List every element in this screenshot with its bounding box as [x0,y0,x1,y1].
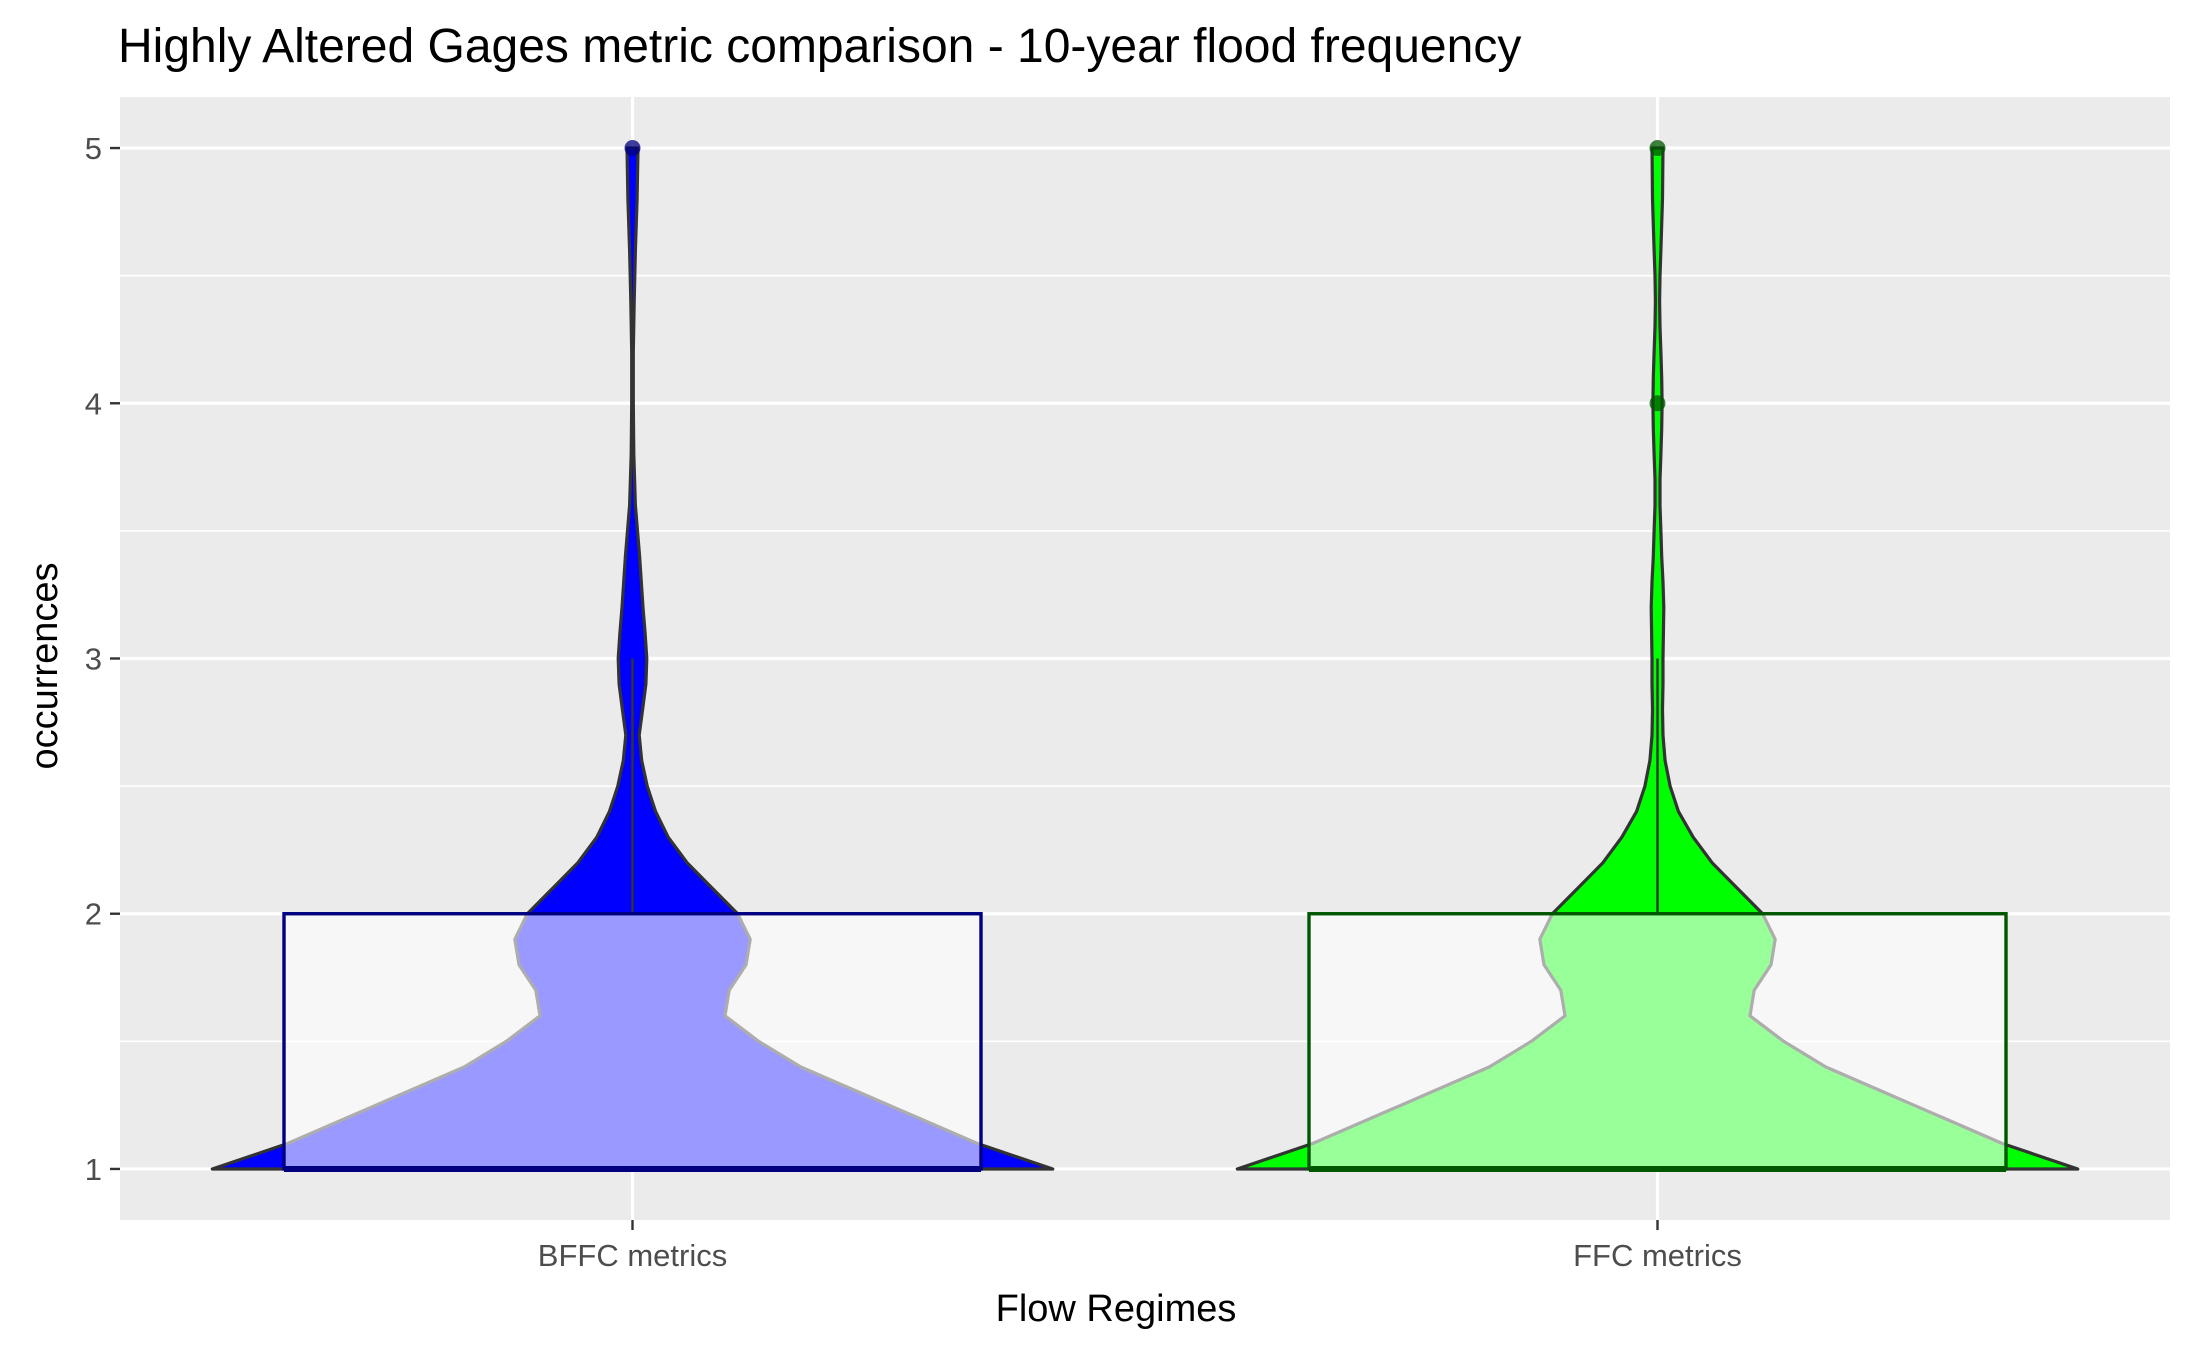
x-axis-title: Flow Regimes [996,1288,1237,1330]
chart-title: Highly Altered Gages metric comparison -… [118,20,1521,73]
y-tick-label: 5 [85,131,102,166]
outlier-point [1649,395,1666,412]
x-tick-label: FFC metrics [1573,1238,1742,1273]
box-iqr [1307,912,2008,1171]
boxplots [282,140,2008,1172]
y-axis-title: occurrences [24,563,66,770]
y-tick-label: 2 [85,897,102,932]
y-axis: 1 2 3 4 5 [85,131,120,1187]
y-tick-label: 3 [85,642,102,677]
box-iqr [282,912,983,1171]
outlier-point [1649,140,1666,157]
y-tick-label: 1 [85,1152,102,1187]
y-tick-label: 4 [85,386,102,421]
x-tick-label: BFFC metrics [538,1238,727,1273]
outlier-point [624,140,641,157]
x-axis: BFFC metrics FFC metrics [538,1220,1742,1273]
